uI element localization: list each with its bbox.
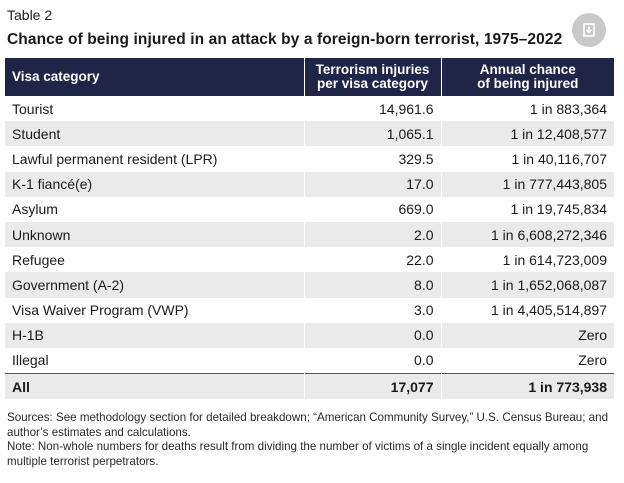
injuries-cell: 2.0	[304, 221, 442, 248]
table-row: Unknown 2.0 1 in 6,608,272,346	[5, 221, 614, 248]
visa-category-cell: Student	[5, 121, 305, 147]
injuries-cell: 22.0	[304, 247, 442, 273]
table-row: Government (A-2) 8.0 1 in 1,652,068,087	[5, 272, 614, 298]
header-line: Visa category	[12, 69, 100, 84]
table-row: Tourist 14,961.6 1 in 883,364	[5, 96, 614, 122]
visa-category-cell: Government (A-2)	[5, 272, 305, 298]
total-injuries-cell: 17,077	[304, 373, 442, 400]
table-row: Asylum 669.0 1 in 19,745,834	[5, 196, 614, 222]
table-label: Table 2	[7, 7, 53, 23]
injuries-cell: 0.0	[304, 347, 442, 374]
annual-chance-cell: 1 in 40,116,707	[441, 146, 614, 172]
table-row: Student 1,065.1 1 in 12,408,577	[5, 121, 614, 147]
table-notes: Sources: See methodology section for det…	[7, 411, 612, 469]
annual-chance-cell: 1 in 12,408,577	[441, 121, 614, 147]
table-header-row: Visa category Terrorism injuries per vis…	[5, 58, 614, 96]
annual-chance-cell: 1 in 6,608,272,346	[441, 221, 614, 248]
download-icon	[583, 23, 595, 37]
injuries-cell: 1,065.1	[304, 121, 442, 147]
visa-category-cell: Refugee	[5, 247, 305, 273]
sources-note: Sources: See methodology section for det…	[7, 411, 609, 439]
table-row: Lawful permanent resident (LPR) 329.5 1 …	[5, 146, 614, 172]
visa-category-cell: Unknown	[5, 221, 305, 248]
table-total-row: All 17,077 1 in 773,938	[5, 373, 614, 400]
column-header-annual-chance: Annual chance of being injured	[441, 58, 614, 96]
visa-category-cell: Lawful permanent resident (LPR)	[5, 146, 305, 172]
table-row: Illegal 0.0 Zero	[5, 347, 614, 374]
visa-category-cell: Asylum	[5, 196, 305, 222]
column-header-visa-category: Visa category	[5, 58, 305, 96]
download-button[interactable]	[572, 13, 606, 47]
injuries-cell: 3.0	[304, 297, 442, 323]
table-row: H-1B 0.0 Zero	[5, 322, 614, 348]
annual-chance-cell: 1 in 1,652,068,087	[441, 272, 614, 298]
header-line: of being injured	[477, 76, 579, 91]
annual-chance-cell: Zero	[441, 322, 614, 348]
annual-chance-cell: 1 in 883,364	[441, 96, 614, 122]
header-line: Annual chance	[479, 62, 576, 77]
annual-chance-cell: 1 in 614,723,009	[441, 247, 614, 273]
injuries-cell: 0.0	[304, 322, 442, 348]
annual-chance-cell: 1 in 4,405,514,897	[441, 297, 614, 323]
injuries-cell: 17.0	[304, 171, 442, 197]
injuries-cell: 669.0	[304, 196, 442, 222]
data-table: Visa category Terrorism injuries per vis…	[5, 58, 614, 400]
table-row: K-1 fiancé(e) 17.0 1 in 777,443,805	[5, 171, 614, 197]
table-row: Visa Waiver Program (VWP) 3.0 1 in 4,405…	[5, 297, 614, 323]
header-line: per visa category	[316, 76, 429, 91]
injuries-cell: 14,961.6	[304, 96, 442, 122]
column-header-injuries: Terrorism injuries per visa category	[304, 58, 442, 96]
visa-category-cell: Illegal	[5, 347, 305, 374]
annual-chance-cell: Zero	[441, 347, 614, 374]
visa-category-cell: H-1B	[5, 322, 305, 348]
total-annual-chance-cell: 1 in 773,938	[441, 373, 614, 400]
injuries-cell: 8.0	[304, 272, 442, 298]
visa-category-cell: Visa Waiver Program (VWP)	[5, 297, 305, 323]
injuries-cell: 329.5	[304, 146, 442, 172]
annual-chance-cell: 1 in 19,745,834	[441, 196, 614, 222]
annual-chance-cell: 1 in 777,443,805	[441, 171, 614, 197]
visa-category-cell: K-1 fiancé(e)	[5, 171, 305, 197]
table-title: Chance of being injured in an attack by …	[7, 31, 563, 48]
table-row: Refugee 22.0 1 in 614,723,009	[5, 247, 614, 273]
methodology-note: Note: Non-whole numbers for deaths resul…	[7, 440, 589, 468]
total-label-cell: All	[5, 373, 305, 400]
header-line: Terrorism injuries	[315, 62, 430, 77]
visa-category-cell: Tourist	[5, 96, 305, 122]
